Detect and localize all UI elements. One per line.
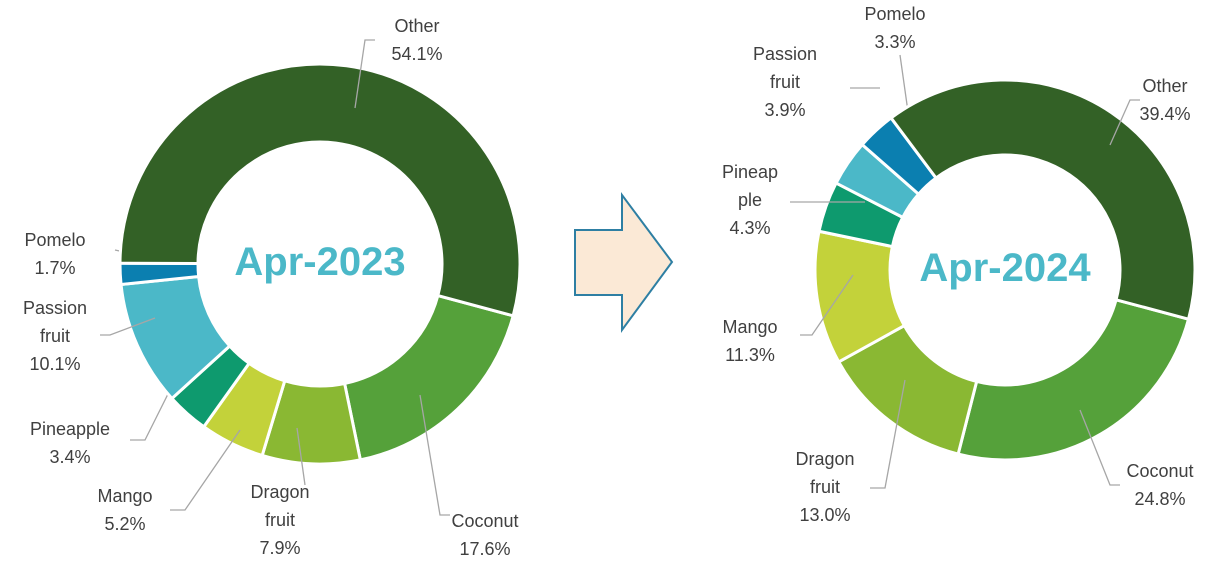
center-title: Apr-2023 — [234, 240, 406, 284]
value-label: 17.6% — [459, 539, 511, 559]
category-name: Coconut — [1126, 461, 1194, 481]
category-name: Pineapple — [721, 162, 779, 210]
slice-label: Coconut 17.6% — [430, 507, 540, 563]
slice-label: Other 54.1% — [377, 12, 457, 68]
category-name: Dragon fruit — [795, 449, 855, 497]
value-label: 5.2% — [104, 514, 146, 534]
value-label: 39.4% — [1139, 104, 1191, 124]
slice-label: Pomelo 3.3% — [855, 0, 935, 56]
slice-label: Mango 5.2% — [85, 482, 165, 538]
leader-line — [1079, 409, 1120, 486]
category-name: Other — [394, 16, 440, 36]
value-label: 4.3% — [729, 218, 771, 238]
slice-label: Mango 11.3% — [710, 313, 790, 369]
category-name: Mango — [722, 317, 778, 337]
value-label: 3.4% — [49, 447, 91, 467]
category-name: Pineapple — [29, 419, 111, 439]
slice-label: Other 39.4% — [1125, 72, 1205, 128]
leader-line — [1109, 99, 1140, 146]
slice-label: Dragon fruit 7.9% — [240, 478, 320, 562]
slice — [118, 62, 522, 318]
leader-line — [100, 317, 156, 336]
slice-label: Pineapple 3.4% — [10, 415, 130, 471]
category-name: Pomelo — [864, 4, 926, 24]
slice — [888, 78, 1197, 322]
value-label: 24.8% — [1134, 489, 1186, 509]
value-label: 3.9% — [764, 100, 806, 120]
leader-line — [296, 427, 306, 486]
slice-label: Coconut 24.8% — [1115, 457, 1205, 513]
leader-line — [419, 394, 450, 516]
category-name: Passion fruit — [22, 298, 88, 346]
value-label: 13.0% — [799, 505, 851, 525]
category-name: Pomelo — [24, 230, 86, 250]
value-label: 1.7% — [34, 258, 76, 278]
leader-line — [130, 379, 176, 441]
leader-line — [354, 39, 375, 109]
leader-line — [170, 429, 241, 511]
category-name: Mango — [97, 486, 153, 506]
value-label: 7.9% — [259, 538, 301, 558]
slice — [956, 297, 1191, 462]
leader-line — [870, 379, 906, 489]
slice-label: Passion fruit 3.9% — [740, 40, 830, 124]
value-label: 54.1% — [391, 44, 443, 64]
slice-label: Dragon fruit 13.0% — [785, 445, 865, 529]
leader-line — [800, 274, 854, 336]
slice-label: Passion fruit 10.1% — [15, 294, 95, 378]
value-label: 10.1% — [29, 354, 81, 374]
slice — [342, 293, 516, 462]
category-name: Coconut — [451, 511, 519, 531]
category-name: Passion fruit — [752, 44, 818, 92]
category-name: Other — [1142, 76, 1188, 96]
slice-label: Pomelo 1.7% — [10, 226, 100, 282]
slice-label: Pineapple 4.3% — [719, 158, 781, 242]
arrow — [574, 191, 674, 334]
center-title: Apr-2024 — [919, 246, 1091, 290]
value-label: 3.3% — [874, 32, 916, 52]
category-name: Dragon fruit — [250, 482, 310, 530]
value-label: 11.3% — [725, 345, 775, 365]
